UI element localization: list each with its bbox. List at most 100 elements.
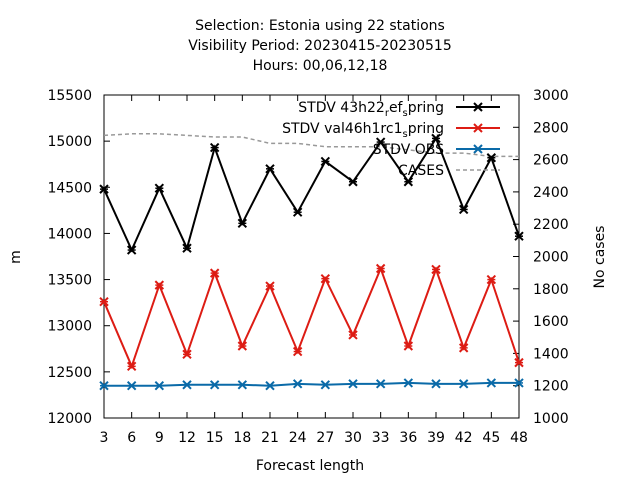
y-tick-label: 12500 (47, 365, 92, 381)
data-point-0 (209, 142, 220, 153)
data-point-2 (126, 380, 137, 391)
chart-title-line-1: Selection: Estonia using 22 stations (195, 18, 445, 34)
data-point-1 (209, 268, 220, 278)
y2-tick-label: 2400 (533, 185, 569, 201)
data-point-0 (458, 204, 469, 215)
data-point-1 (403, 341, 414, 351)
series-line-1 (103, 265, 520, 370)
x-tick-label: 9 (155, 430, 164, 446)
y2-tick-label: 1600 (533, 314, 569, 330)
data-point-1 (458, 343, 469, 353)
data-point-2 (431, 379, 441, 389)
data-point-2 (403, 378, 414, 388)
y2-tick-label: 1400 (533, 346, 569, 362)
data-point-1 (99, 297, 109, 307)
x-tick-label: 12 (178, 430, 196, 446)
series-line-2 (104, 381, 519, 387)
data-point-2 (458, 379, 469, 389)
data-point-2 (514, 378, 524, 388)
data-point-2 (237, 380, 248, 390)
data-point-1 (292, 346, 303, 357)
legend-label-1: STDV val46h1rc1spring (282, 121, 444, 140)
x-tick-label: 33 (372, 430, 390, 446)
data-point-0 (403, 177, 414, 187)
legend-marker-2 (473, 144, 483, 154)
x-tick-label: 18 (233, 430, 251, 446)
data-point-2 (209, 380, 220, 390)
legend-label-0: STDV 43h22refspring (298, 100, 444, 119)
x-axis-label: Forecast length (256, 458, 364, 474)
data-point-1 (182, 349, 192, 360)
data-point-2 (99, 380, 109, 391)
y-tick-label: 15000 (47, 134, 92, 150)
chart-title-line-3: Hours: 00,06,12,18 (252, 58, 388, 74)
y2-tick-label: 3000 (533, 88, 569, 104)
data-point-1 (126, 361, 137, 372)
data-point-0 (486, 153, 497, 163)
y2-tick-label: 1800 (533, 282, 569, 298)
data-point-2 (320, 380, 331, 390)
data-point-0 (292, 207, 303, 217)
series-layer (99, 133, 524, 391)
data-point-1 (154, 280, 165, 290)
data-point-0 (320, 156, 331, 167)
y2-axis-label: No cases (592, 226, 608, 289)
data-point-1 (514, 357, 524, 368)
data-point-2 (182, 380, 192, 390)
x-tick-label: 36 (399, 430, 417, 446)
data-point-0 (265, 164, 275, 174)
data-point-1 (348, 330, 358, 340)
x-tick-label: 15 (206, 430, 224, 446)
legend: STDV 43h22refspring STDV val46h1rc1spring… (282, 100, 500, 179)
x-tick-label: 48 (510, 430, 528, 446)
y-tick-label: 13500 (47, 273, 92, 289)
data-point-1 (375, 263, 386, 274)
data-point-2 (486, 378, 497, 388)
x-tick-label: 39 (427, 430, 445, 446)
y-tick-label: 14000 (47, 226, 92, 242)
data-point-0 (126, 245, 137, 255)
y-tick-label: 13000 (47, 319, 92, 335)
plot-frame (103, 94, 520, 419)
data-point-1 (265, 281, 275, 291)
series-line-0 (103, 136, 520, 253)
legend-label-2: STDV OBS (373, 142, 444, 158)
x-tick-label: 45 (482, 430, 500, 446)
data-point-0 (375, 137, 386, 147)
x-tick-label: 3 (100, 430, 109, 446)
data-point-1 (431, 264, 441, 275)
legend-marker-0 (473, 102, 483, 112)
data-point-1 (320, 273, 331, 284)
data-point-2 (292, 379, 303, 389)
data-point-0 (237, 218, 248, 228)
data-point-0 (182, 243, 192, 253)
legend-marker-1 (473, 123, 483, 133)
y2-tick-label: 2200 (533, 217, 569, 233)
x-tick-label: 24 (289, 430, 307, 446)
data-point-2 (375, 379, 386, 389)
y2-tick-label: 1200 (533, 379, 569, 395)
y2-tick-label: 2600 (533, 153, 569, 169)
data-point-0 (99, 184, 109, 194)
x-tick-label: 21 (261, 430, 279, 446)
data-point-2 (154, 380, 165, 391)
x-tick-label: 6 (127, 430, 136, 446)
data-point-1 (237, 341, 248, 351)
x-tick-label: 42 (455, 430, 473, 446)
data-point-0 (431, 133, 441, 144)
y-tick-label: 14500 (47, 180, 92, 196)
axes: 12000 12500 13000 13500 14000 14500 15000 15500… (47, 88, 568, 446)
x-tick-label: 30 (344, 430, 362, 446)
y2-tick-label: 1000 (533, 411, 569, 427)
data-point-2 (265, 380, 275, 391)
data-point-1 (486, 274, 497, 285)
data-point-0 (514, 231, 524, 241)
data-point-2 (348, 379, 358, 389)
x-tick-label: 27 (316, 430, 334, 446)
data-point-0 (348, 177, 358, 187)
series-line-3 (103, 133, 519, 158)
legend-label-3: CASES (398, 163, 444, 179)
chart-title-line-2: Visibility Period: 20230415-20230515 (188, 38, 452, 54)
y2-tick-label: 2800 (533, 120, 569, 136)
